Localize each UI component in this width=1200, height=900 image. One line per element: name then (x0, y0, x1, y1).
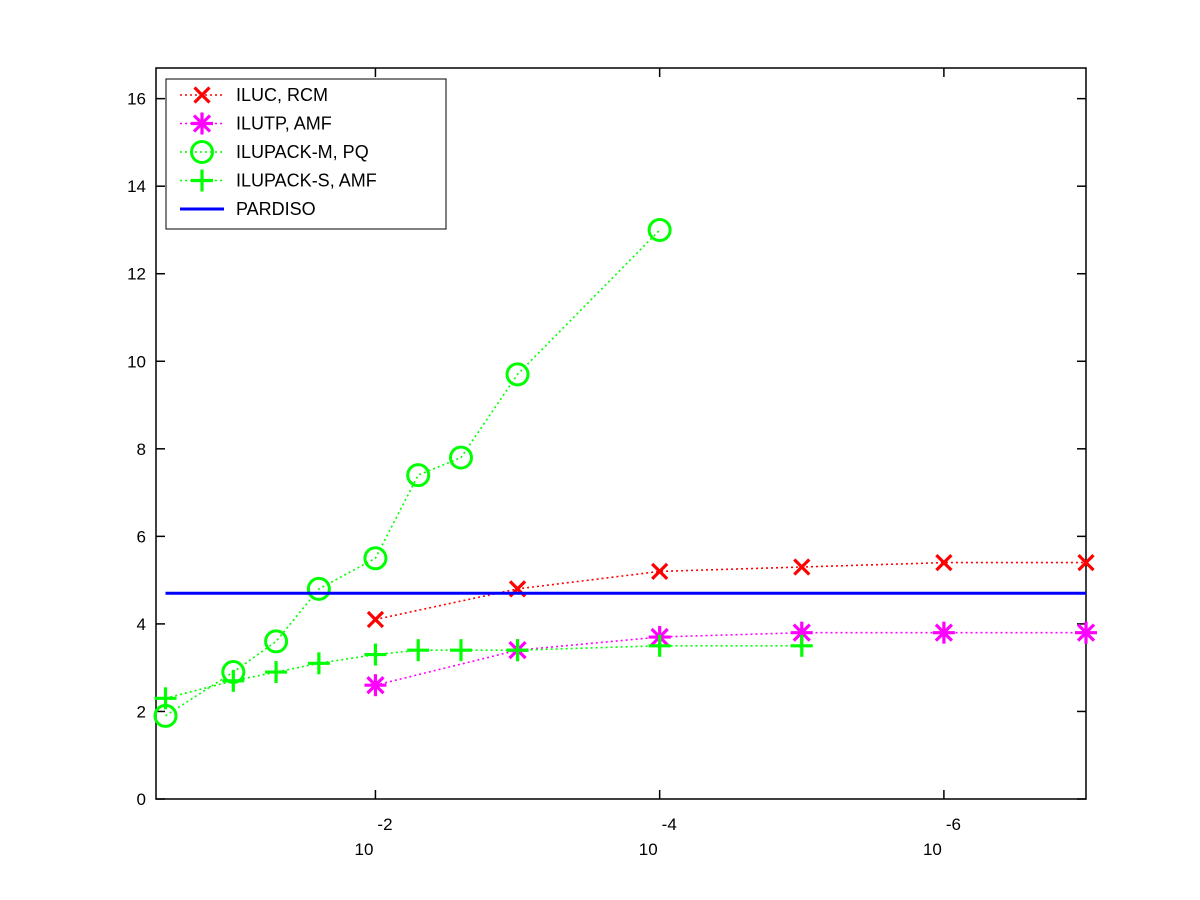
legend-label-4: PARDISO (236, 199, 316, 219)
point-s0-5 (1077, 553, 1095, 572)
point-s1-3-d2 (792, 623, 811, 642)
point-s3-0 (154, 687, 177, 710)
legend-label-0: ILUC, RCM (236, 85, 328, 105)
point-s2-2 (264, 629, 289, 654)
point-s3-4 (364, 643, 387, 666)
point-s0-3-b (793, 558, 811, 576)
x-tick-exponent-1: -4 (662, 815, 677, 834)
point-s0-4 (935, 553, 953, 572)
legend-entry-3: ILUPACK-S, AMF (180, 169, 377, 192)
series-2 (153, 217, 672, 728)
x-tick-exponent-2: -6 (946, 815, 961, 834)
point-s3-3 (307, 652, 330, 675)
y-tick-label-0: 0 (137, 790, 146, 809)
point-s0-0-b (366, 610, 385, 629)
x-tick-base-1: 10 (639, 840, 658, 859)
point-s1-5-d2 (1076, 623, 1096, 642)
legend-marker-0 (193, 86, 211, 104)
point-s0-2-b (651, 562, 669, 581)
y-tick-label-3: 6 (137, 527, 146, 546)
point-s0-4-b (935, 553, 953, 572)
point-s0-2 (651, 562, 669, 581)
point-s0-5-b (1077, 553, 1095, 572)
point-s3-5 (407, 639, 430, 662)
point-s0-0 (366, 610, 385, 629)
point-s1-5 (1075, 621, 1097, 644)
x-tick-base-0: 10 (355, 840, 374, 859)
y-tick-label-1: 2 (137, 702, 146, 721)
legend-marker-1-d2 (192, 114, 212, 133)
point-s3-6 (449, 639, 472, 662)
point-s2-5 (406, 463, 431, 488)
series-layer (153, 217, 1097, 728)
point-s2-4 (363, 546, 388, 571)
y-tick-label-7: 14 (127, 177, 146, 196)
legend-label-1: ILUTP, AMF (236, 114, 332, 134)
y-tick-label-4: 8 (137, 440, 146, 459)
point-s0-3 (793, 558, 811, 576)
point-s2-6 (448, 445, 473, 470)
point-s1-4 (932, 621, 955, 644)
y-tick-label-2: 4 (137, 615, 146, 634)
legend: ILUC, RCM ILUTP, AMF ILUPACK-M, PQ ILUPACK-… (165, 78, 447, 230)
point-s3-9 (790, 634, 813, 657)
legend-label-2: ILUPACK-M, PQ (236, 142, 369, 162)
legend-marker-2 (190, 140, 214, 164)
legend-marker-0-b (193, 86, 211, 104)
point-s3-1 (222, 669, 245, 692)
axis-ticks (156, 68, 1086, 800)
x-tick-base-2: 10 (923, 840, 942, 859)
point-s2-7 (505, 362, 530, 387)
point-s3-8 (648, 634, 671, 657)
series-1 (364, 621, 1097, 697)
point-s3-7 (506, 639, 529, 662)
series-line-1 (375, 631, 1086, 686)
legend-marker-1 (191, 112, 213, 135)
point-s3-2 (265, 661, 288, 684)
point-s1-0 (364, 674, 387, 697)
y-tick-label-8: 16 (127, 90, 146, 109)
point-s1-0-d2 (366, 676, 385, 695)
x-tick-exponent-0: -2 (377, 815, 392, 834)
legend-entry-1: ILUTP, AMF (180, 112, 332, 135)
point-s2-3 (306, 576, 331, 601)
legend-entry-0: ILUC, RCM (180, 85, 328, 105)
legend-entry-2: ILUPACK-M, PQ (180, 140, 369, 164)
point-s1-4-d2 (934, 623, 954, 642)
series-line-3 (165, 644, 802, 700)
point-s2-8 (647, 217, 672, 242)
series-line-2 (165, 229, 661, 717)
legend-entry-4: PARDISO (180, 199, 316, 219)
legend-marker-3 (191, 169, 213, 192)
y-tick-label-5: 10 (127, 352, 146, 371)
series-3 (154, 634, 813, 710)
y-tick-label-6: 12 (127, 265, 146, 284)
legend-label-3: ILUPACK-S, AMF (236, 171, 377, 191)
